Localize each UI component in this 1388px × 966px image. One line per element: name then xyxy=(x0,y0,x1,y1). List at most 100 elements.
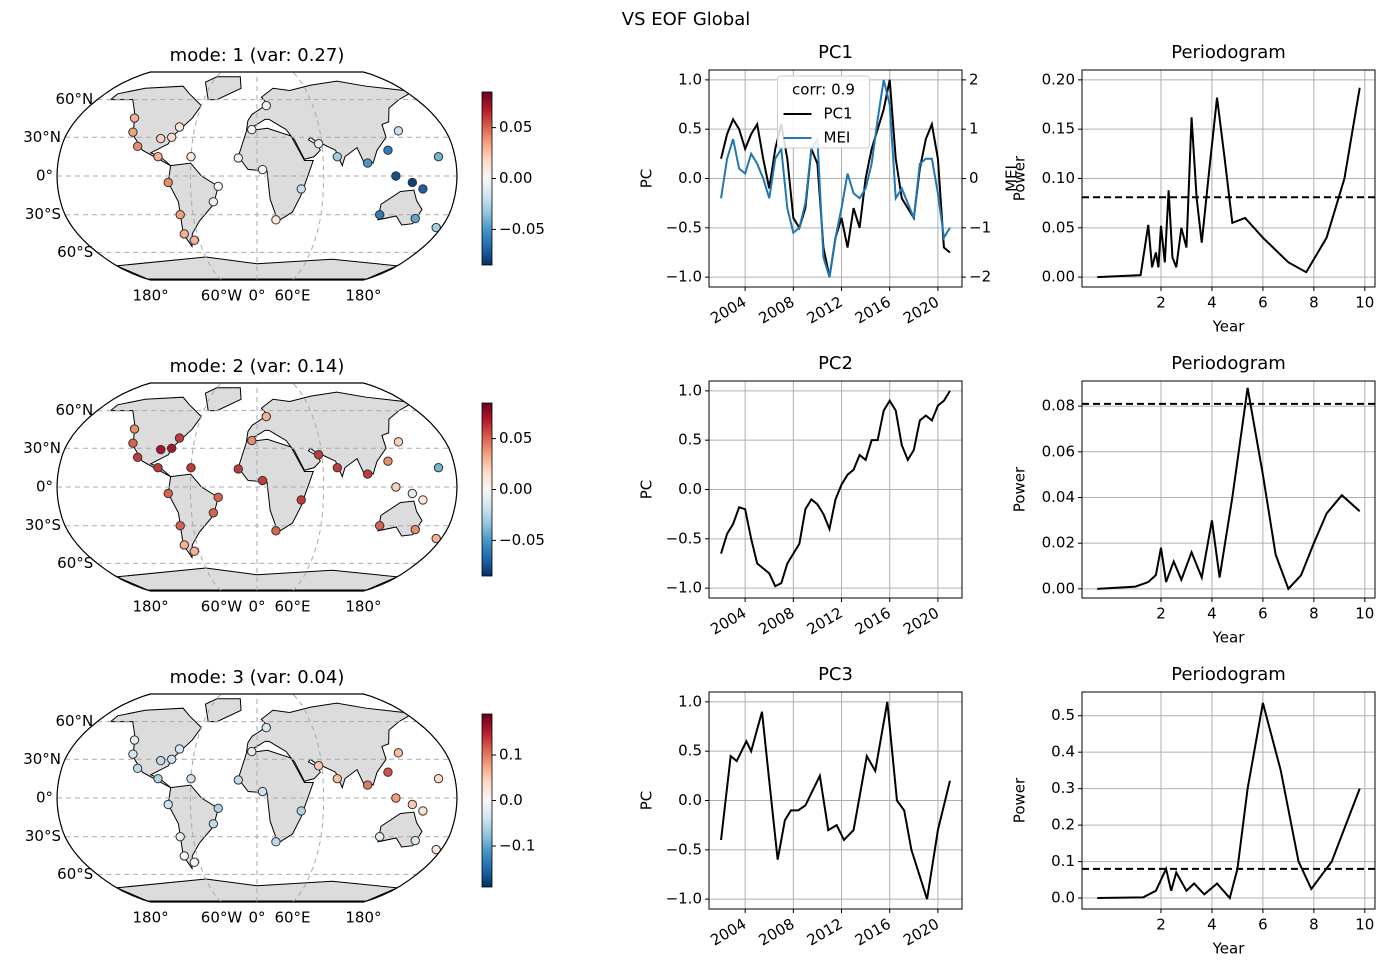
station xyxy=(257,475,268,486)
y-tick-label: 0.06 xyxy=(1042,442,1075,460)
y-axis-label: Power xyxy=(1011,466,1029,512)
x-tick-label: 4 xyxy=(1207,916,1217,934)
legend-label: MEI xyxy=(824,129,851,147)
station xyxy=(383,767,393,777)
station xyxy=(129,424,140,434)
lat-tick-label: 0° xyxy=(36,789,53,807)
x-tick-label: 10 xyxy=(1355,605,1374,623)
x-tick-label: 8 xyxy=(1309,294,1319,312)
station xyxy=(189,546,200,556)
station xyxy=(179,229,190,239)
y-axis-label: Power xyxy=(1011,155,1029,201)
station xyxy=(233,153,243,163)
y2-tick-label: 1 xyxy=(969,120,979,138)
axes-frame xyxy=(1081,69,1376,288)
axes-title: Periodogram xyxy=(1171,664,1286,685)
station xyxy=(153,773,163,784)
x-tick-label: 6 xyxy=(1258,294,1268,312)
y-axis-label: PC xyxy=(638,169,656,189)
colorbar-tick-label: 0.05 xyxy=(499,118,532,136)
map-border xyxy=(56,693,458,903)
y-tick-label: 1.0 xyxy=(678,381,702,399)
station xyxy=(374,831,385,842)
y-tick-label: 0.5 xyxy=(678,431,702,449)
y-tick-label: 0.5 xyxy=(678,742,702,760)
lon-tick-label: 60°E xyxy=(274,287,310,305)
axes-frame xyxy=(708,691,963,910)
station xyxy=(163,177,173,188)
x-tick-label: 4 xyxy=(1207,605,1217,623)
lon-tick-label: 0° xyxy=(248,909,265,927)
x-tick-label: 2 xyxy=(1156,294,1166,312)
y-tick-label: 0.0 xyxy=(1051,889,1075,907)
axes-title: Periodogram xyxy=(1171,353,1286,374)
y-tick-label: 1.0 xyxy=(678,692,702,710)
station xyxy=(271,215,281,225)
station xyxy=(186,462,196,473)
x-tick-label: 6 xyxy=(1258,605,1268,623)
station xyxy=(410,835,420,846)
station xyxy=(175,209,185,220)
colorbar-tick-label: 0.00 xyxy=(499,169,532,187)
map-border xyxy=(56,382,458,592)
lat-tick-label: 30°S xyxy=(25,205,61,223)
y-tick-label: 0.0 xyxy=(678,480,702,498)
station xyxy=(132,452,143,463)
axes-title: PC3 xyxy=(818,664,853,685)
colorbar-tick-label: 0.0 xyxy=(499,791,523,809)
station xyxy=(128,438,138,448)
lat-tick-label: 30°N xyxy=(23,128,61,146)
station xyxy=(332,462,342,473)
station xyxy=(128,127,138,137)
station xyxy=(393,748,404,758)
y-tick-label: 0.15 xyxy=(1042,120,1075,138)
lon-tick-label: 60°E xyxy=(274,909,310,927)
station xyxy=(383,456,393,466)
lon-tick-label: 60°W xyxy=(201,287,243,305)
station xyxy=(271,837,281,847)
lat-tick-label: 30°N xyxy=(23,439,61,457)
y-tick-label: −1.0 xyxy=(666,268,702,286)
y-tick-label: 0.2 xyxy=(1051,816,1075,834)
series-line xyxy=(720,390,951,588)
y-tick-label: 0.5 xyxy=(678,120,702,138)
station xyxy=(179,540,190,550)
series-line xyxy=(1097,387,1361,591)
axes-title: PC2 xyxy=(818,353,853,374)
x-tick-label: 2 xyxy=(1156,916,1166,934)
y-tick-label: 0.0 xyxy=(678,791,702,809)
grid-line xyxy=(292,72,325,280)
y-tick-label: −0.5 xyxy=(666,840,702,858)
station xyxy=(233,775,243,785)
station xyxy=(189,857,200,867)
y2-tick-label: −2 xyxy=(969,268,991,286)
station xyxy=(189,235,200,245)
map-title: mode: 1 (var: 0.27) xyxy=(170,45,345,66)
station xyxy=(257,164,268,175)
station xyxy=(153,151,163,162)
station xyxy=(362,780,373,790)
grid-line xyxy=(189,694,222,902)
station xyxy=(153,462,163,473)
station xyxy=(407,799,418,810)
station xyxy=(362,469,373,479)
station xyxy=(261,722,271,733)
station xyxy=(383,145,393,155)
colorbar xyxy=(481,713,493,888)
y-axis-label: PC xyxy=(638,480,656,500)
station xyxy=(391,793,401,803)
station xyxy=(362,158,373,168)
legend-label: PC1 xyxy=(824,105,853,123)
lat-tick-label: 30°S xyxy=(25,516,61,534)
lon-tick-label: 180° xyxy=(345,287,381,305)
station xyxy=(156,755,166,766)
map-title: mode: 3 (var: 0.04) xyxy=(170,667,345,688)
station xyxy=(332,773,342,784)
colorbar-tick-label: −0.05 xyxy=(499,220,545,238)
station xyxy=(391,482,401,492)
y-tick-label: 1.0 xyxy=(678,70,702,88)
lat-tick-label: 60°N xyxy=(55,712,93,730)
station xyxy=(332,151,342,162)
axes-frame xyxy=(708,380,963,599)
